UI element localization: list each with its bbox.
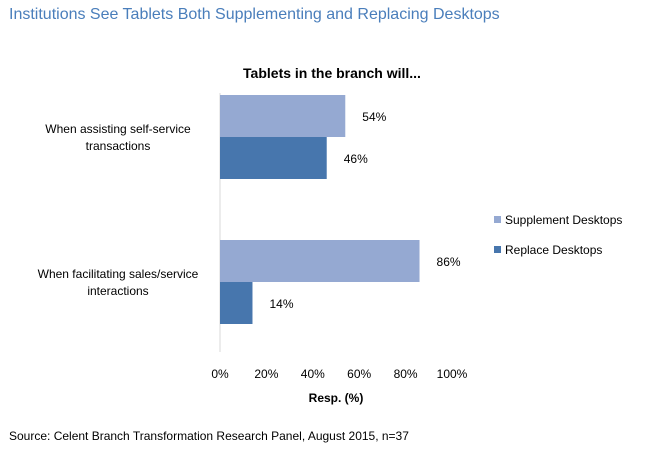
legend: Supplement Desktops Replace Desktops	[494, 213, 622, 257]
bar-replace-1	[220, 137, 327, 179]
x-axis-ticks: 0% 20% 40% 60% 80% 100%	[211, 367, 467, 381]
category-label: interactions	[87, 284, 148, 298]
legend-swatch	[494, 246, 501, 253]
x-tick-label: 40%	[301, 367, 325, 381]
plot-area: 54% 46% 86% 14%	[220, 95, 461, 324]
category-label: When assisting self-service	[45, 122, 191, 136]
x-tick-label: 80%	[394, 367, 418, 381]
bar-replace-2	[220, 282, 253, 324]
x-tick-label: 20%	[254, 367, 278, 381]
category-label: transactions	[86, 139, 151, 153]
bar-supplement-2	[220, 240, 420, 282]
x-axis-label: Resp. (%)	[309, 391, 364, 405]
page-title: Institutions See Tablets Both Supplement…	[9, 6, 500, 23]
data-label: 14%	[269, 297, 293, 311]
data-label: 46%	[344, 152, 368, 166]
x-tick-label: 0%	[211, 367, 229, 381]
category-labels: When assisting self-service transactions W…	[38, 122, 199, 298]
data-label: 54%	[362, 110, 386, 124]
legend-label: Supplement Desktops	[505, 213, 622, 227]
legend-swatch	[494, 216, 501, 223]
source-note: Source: Celent Branch Transformation Res…	[9, 429, 409, 443]
x-tick-label: 60%	[347, 367, 371, 381]
x-tick-label: 100%	[437, 367, 468, 381]
data-label: 86%	[437, 255, 461, 269]
chart-title: Tablets in the branch will...	[243, 65, 421, 81]
legend-label: Replace Desktops	[505, 243, 602, 257]
category-label: When facilitating sales/service	[38, 267, 199, 281]
bar-supplement-1	[220, 95, 346, 137]
